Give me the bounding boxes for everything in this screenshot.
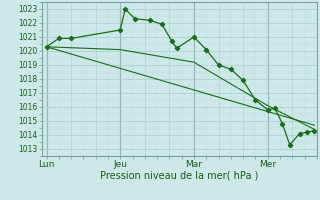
X-axis label: Pression niveau de la mer( hPa ): Pression niveau de la mer( hPa )	[100, 171, 258, 181]
